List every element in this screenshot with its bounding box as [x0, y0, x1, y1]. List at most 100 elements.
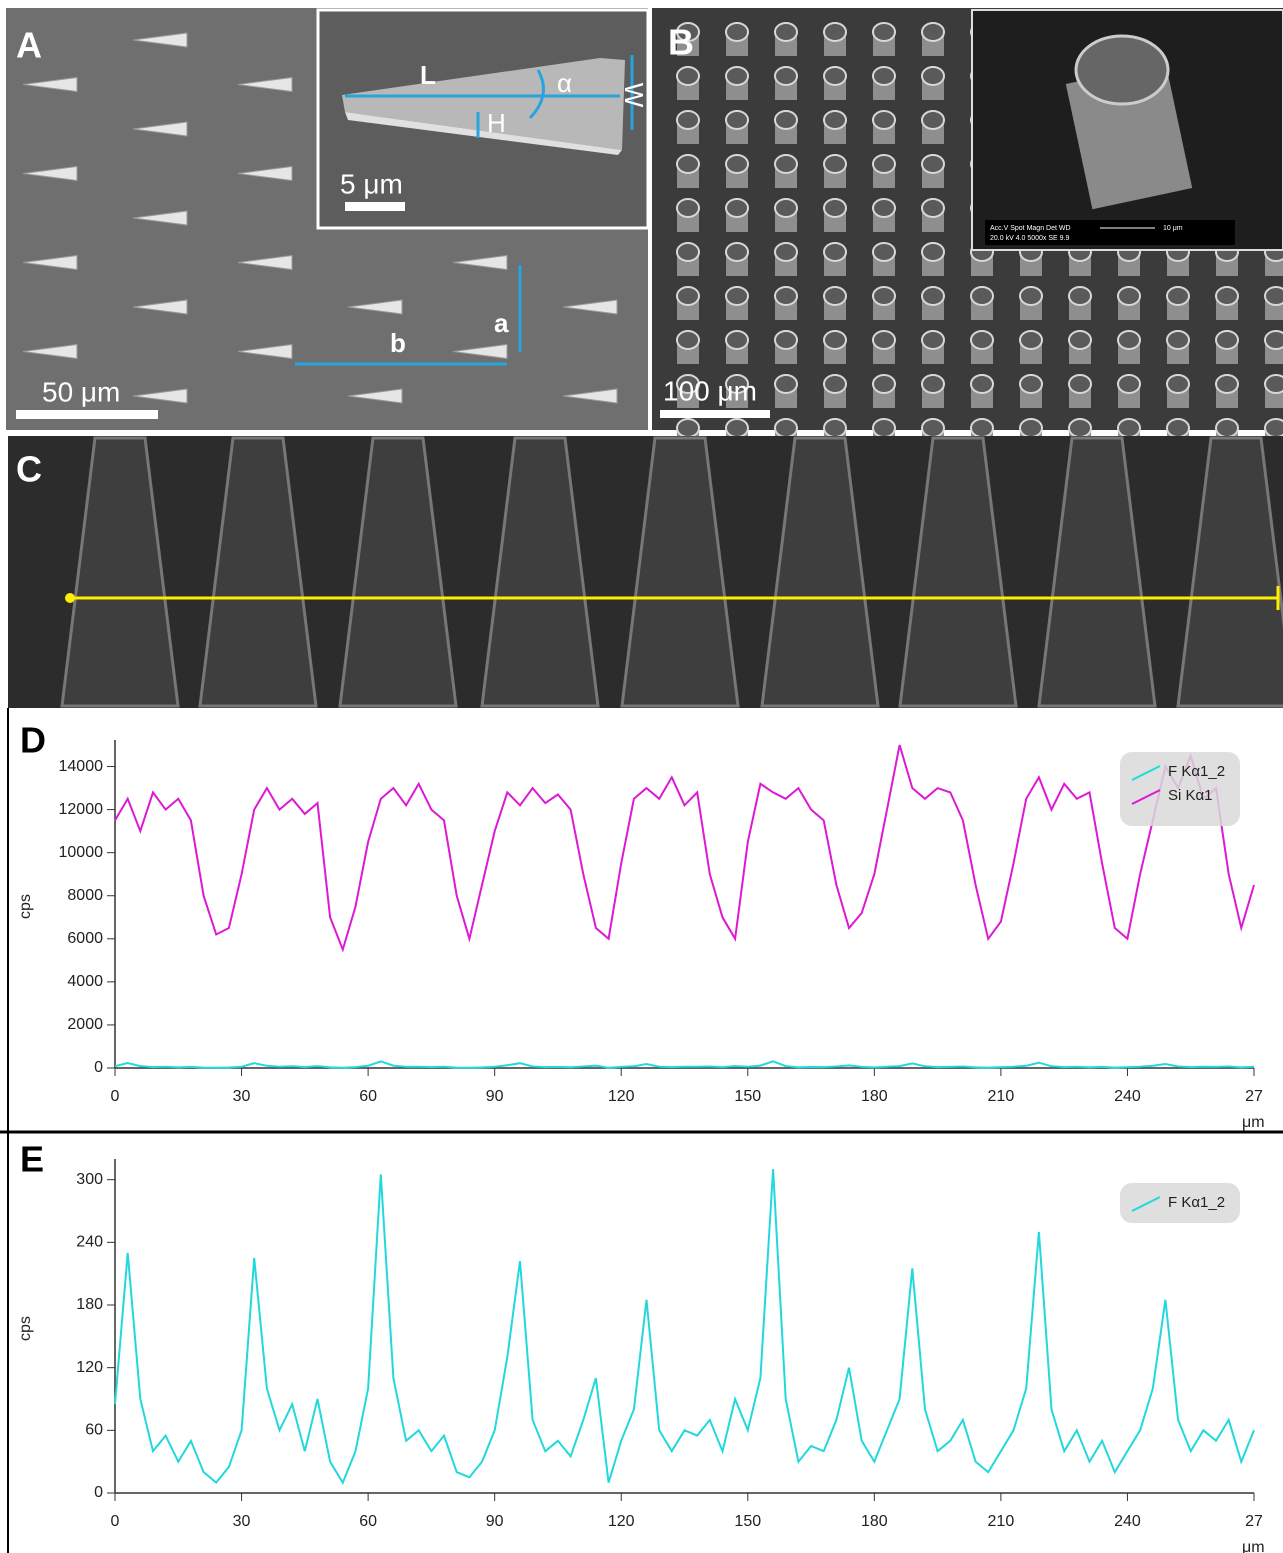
scale-bar — [16, 410, 158, 419]
pillar-top — [676, 374, 700, 394]
pillar-top — [676, 66, 700, 86]
series-line — [114, 1060, 1255, 1069]
microstructure — [198, 436, 318, 708]
label-h: H — [487, 108, 506, 138]
wedge-edge — [345, 112, 622, 155]
pillar-top — [1117, 418, 1141, 438]
pillar-top — [872, 66, 896, 86]
pillar-top — [1068, 418, 1092, 438]
microstructure — [1176, 436, 1283, 708]
pillar-top — [823, 330, 847, 350]
x-tick-label: 27 — [1245, 1513, 1263, 1530]
scale-bar — [345, 202, 405, 211]
pillar-top — [872, 418, 896, 438]
legend-label: Si Kα1 — [1168, 787, 1213, 804]
microstructure — [22, 254, 78, 271]
pillar-top — [921, 198, 945, 218]
pillar-top — [725, 242, 749, 262]
label-b: b — [390, 328, 406, 358]
x-tick-label: 30 — [233, 1088, 251, 1105]
panel-c-overlay: C — [16, 449, 1280, 610]
y-tick-label: 4000 — [67, 973, 103, 990]
pillar-top — [823, 374, 847, 394]
label-w: W — [619, 83, 649, 108]
pillar-top — [1019, 286, 1043, 306]
pillar-top — [921, 110, 945, 130]
pillar-top — [1074, 34, 1170, 106]
y-tick-label: 0 — [94, 1484, 103, 1501]
pillar-top — [774, 198, 798, 218]
scale-label: 10 μm — [1163, 225, 1183, 232]
pillar-top — [725, 286, 749, 306]
pillar-top — [774, 330, 798, 350]
x-tick-label: 60 — [359, 1088, 377, 1105]
x-tick-label: 0 — [111, 1088, 120, 1105]
pillar-top — [774, 110, 798, 130]
y-tick-label: 0 — [94, 1059, 103, 1076]
pillar-top — [823, 418, 847, 438]
pillar-top — [823, 154, 847, 174]
x-tick-label: 120 — [608, 1513, 635, 1530]
y-tick-label: 6000 — [67, 930, 103, 947]
microstructure — [132, 210, 188, 226]
y-tick-label: 8000 — [67, 887, 103, 904]
microstructure — [452, 254, 508, 271]
pillar-top — [1166, 418, 1190, 438]
scale-label: 100 μm — [663, 375, 757, 406]
pillar-top — [872, 374, 896, 394]
y-tick-label: 180 — [76, 1296, 103, 1313]
pillar-top — [970, 330, 994, 350]
x-tick-label: 210 — [988, 1513, 1015, 1530]
y-tick-label: 120 — [76, 1359, 103, 1376]
pillar-top — [823, 66, 847, 86]
microstructure — [60, 436, 180, 708]
pillar-top — [1117, 374, 1141, 394]
pillar-top — [1264, 330, 1283, 350]
pillar-top — [676, 330, 700, 350]
series-line — [114, 1169, 1255, 1485]
pillar-top — [921, 330, 945, 350]
x-tick-label: 30 — [233, 1513, 251, 1530]
pillar-top — [774, 286, 798, 306]
microstructure — [132, 32, 188, 48]
pillar-top — [823, 286, 847, 306]
pillar-top — [921, 22, 945, 42]
pillar-top — [774, 154, 798, 174]
pillar-top — [725, 110, 749, 130]
x-axis-unit: μm — [1242, 1114, 1265, 1131]
panel-label: C — [16, 449, 42, 490]
pillar-top — [774, 66, 798, 86]
y-tick-label: 10000 — [59, 844, 104, 861]
pillar-top — [725, 66, 749, 86]
x-tick-label: 150 — [734, 1088, 761, 1105]
pillar-top — [774, 22, 798, 42]
x-tick-label: 120 — [608, 1088, 635, 1105]
pillar-top — [725, 374, 749, 394]
pillar-top — [872, 242, 896, 262]
pillar-top — [1068, 286, 1092, 306]
microstructure — [620, 436, 740, 708]
microstructure — [132, 388, 188, 404]
microstructure — [760, 436, 880, 708]
pillar-top — [921, 242, 945, 262]
x-tick-label: 90 — [486, 1088, 504, 1105]
panel-label: B — [668, 22, 694, 63]
microstructure — [347, 388, 403, 404]
microstructure — [22, 76, 78, 93]
pillar-top — [676, 242, 700, 262]
pillar-top — [774, 418, 798, 438]
microstructure — [898, 436, 1018, 708]
pillar-top — [1264, 286, 1283, 306]
pillar-top — [676, 418, 700, 438]
pillar-top — [725, 330, 749, 350]
microstructure — [338, 436, 458, 708]
pillar-top — [725, 418, 749, 438]
pillar-top — [1215, 418, 1239, 438]
pillar-top — [823, 22, 847, 42]
microstructure — [480, 436, 600, 708]
pillar-top — [1117, 286, 1141, 306]
y-tick-label: 60 — [85, 1422, 103, 1439]
x-tick-label: 180 — [861, 1088, 888, 1105]
x-tick-label: 90 — [486, 1513, 504, 1530]
